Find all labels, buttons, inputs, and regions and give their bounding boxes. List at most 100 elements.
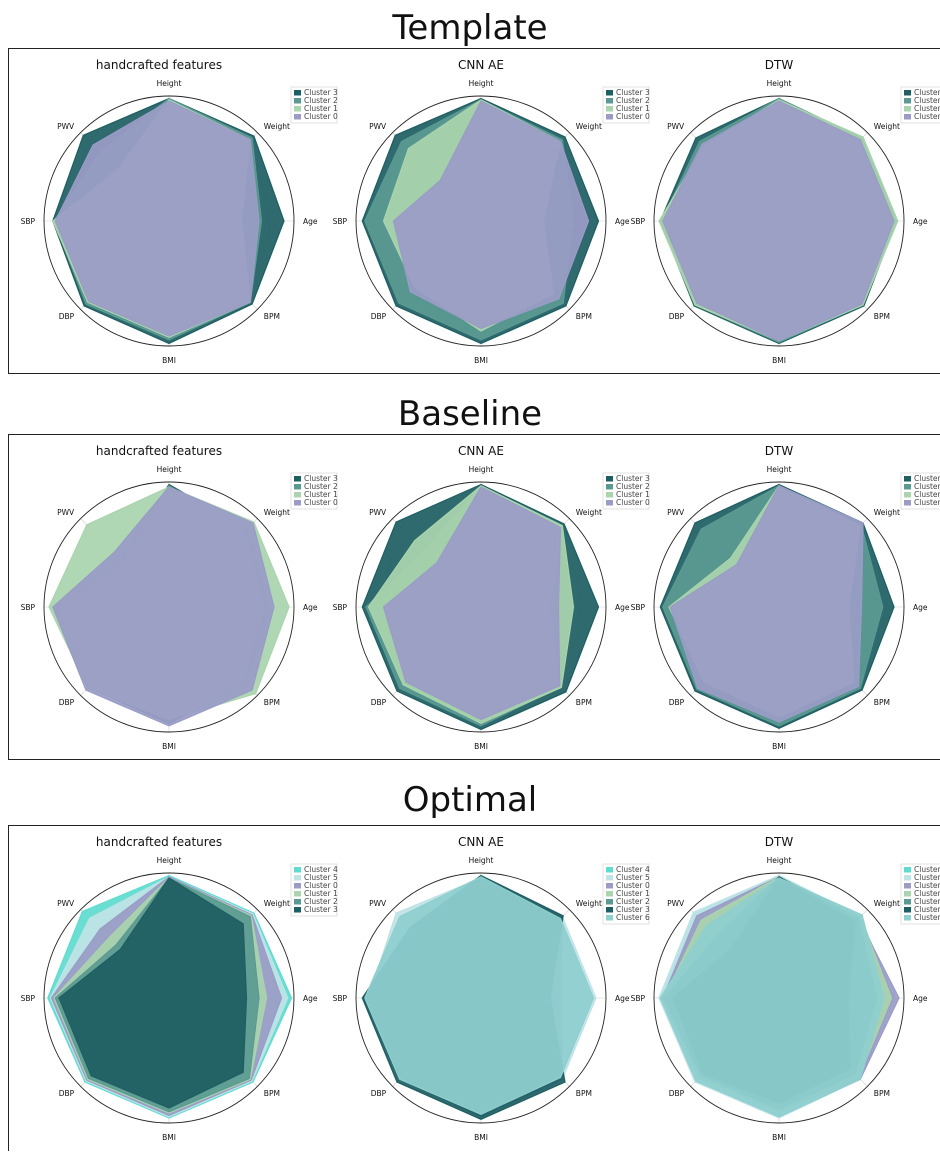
legend-label: Cluster 3 (304, 905, 338, 914)
axis-label-bpm: BPM (576, 698, 592, 707)
legend-swatch (606, 484, 613, 490)
legend-swatch (904, 484, 911, 490)
legend-swatch (294, 891, 301, 897)
legend-label: Cluster 6 (616, 913, 650, 922)
axis-label-pwv: PWV (667, 122, 685, 131)
axis-label-pwv: PWV (369, 508, 387, 517)
radar-series (48, 483, 290, 727)
axis-label-height: Height (767, 79, 792, 88)
chart-title: CNN AE (458, 444, 504, 458)
section-title-optimal: Optimal (402, 780, 538, 820)
legend-label: Cluster 3 (914, 474, 940, 483)
axis-label-bmi: BMI (772, 356, 786, 365)
radar-chart-baseline-2: DTW Height Weight Age BPM BMI DBP SBP PWV Cluster… (631, 444, 940, 751)
legend-swatch (294, 883, 301, 889)
legend-swatch (606, 891, 613, 897)
legend-label: Cluster 4 (616, 865, 650, 874)
legend-swatch (904, 907, 911, 913)
axis-label-age: Age (913, 603, 928, 612)
legend-label: Cluster 1 (914, 490, 940, 499)
axis-label-age: Age (615, 994, 630, 1003)
legend-label: Cluster 0 (616, 881, 650, 890)
legend-label: Cluster 2 (914, 96, 940, 105)
axis-label-weight: Weight (874, 122, 900, 131)
axis-label-height: Height (469, 79, 494, 88)
legend-swatch (904, 875, 911, 881)
legend-label: Cluster 1 (304, 889, 338, 898)
axis-label-sbp: SBP (631, 994, 646, 1003)
legend-label: Cluster 3 (304, 88, 338, 97)
axis-label-pwv: PWV (369, 122, 387, 131)
legend-label: Cluster 3 (616, 905, 650, 914)
legend-swatch (904, 106, 911, 112)
legend-label: Cluster 3 (914, 88, 940, 97)
legend-swatch (606, 476, 613, 482)
axis-label-sbp: SBP (631, 603, 646, 612)
radar-chart-template-2: DTW Height Weight Age BPM BMI DBP SBP PWV Cluster… (631, 58, 940, 365)
legend-swatch (294, 476, 301, 482)
legend-label: Cluster 2 (914, 482, 940, 491)
legend-swatch (294, 90, 301, 96)
legend-swatch (294, 500, 301, 506)
legend-swatch (606, 492, 613, 498)
section-title-template: Template (392, 8, 548, 48)
outer-ring (43, 95, 295, 347)
axis-label-height: Height (469, 856, 494, 865)
legend-swatch (606, 907, 613, 913)
axis-label-dbp: DBP (371, 1089, 387, 1098)
axis-label-age: Age (303, 603, 318, 612)
legend-label: Cluster 0 (914, 112, 940, 121)
axis-label-weight: Weight (874, 508, 900, 517)
legend-label: Cluster 0 (304, 498, 338, 507)
chart-title: handcrafted features (96, 835, 222, 849)
axis-label-bmi: BMI (474, 1133, 488, 1142)
legend-swatch (606, 98, 613, 104)
axis-label-height: Height (469, 465, 494, 474)
legend-swatch (606, 90, 613, 96)
chart-title: CNN AE (458, 58, 504, 72)
radar-chart-optimal-2: DTW Height Weight Age BPM BMI DBP SBP PWV Cluster… (631, 835, 940, 1142)
series-cluster-0 (669, 485, 864, 723)
radar-chart-optimal-0: handcrafted features Height Weight Age BPM BM… (21, 835, 338, 1142)
axis-label-bmi: BMI (162, 356, 176, 365)
axis-label-bmi: BMI (772, 742, 786, 751)
chart-title: DTW (765, 58, 794, 72)
legend-label: Cluster 2 (616, 482, 650, 491)
legend-swatch (904, 899, 911, 905)
radar-series (658, 874, 900, 1119)
series-cluster-0 (392, 100, 590, 330)
legend-swatch (294, 907, 301, 913)
axis-label-height: Height (767, 465, 792, 474)
legend-label: Cluster 1 (304, 104, 338, 113)
legend-label: Cluster 2 (304, 482, 338, 491)
legend-swatch (904, 891, 911, 897)
axis-label-dbp: DBP (371, 698, 387, 707)
legend-swatch (606, 867, 613, 873)
axis-label-dbp: DBP (59, 698, 75, 707)
legend-swatch (606, 114, 613, 120)
legend-label: Cluster 3 (616, 88, 650, 97)
legend-label: Cluster 2 (304, 96, 338, 105)
radar-series (659, 483, 895, 729)
axis-label-weight: Weight (264, 899, 290, 908)
axis-label-bmi: BMI (474, 356, 488, 365)
outer-ring (355, 95, 607, 347)
axis-label-bpm: BPM (264, 312, 280, 321)
legend-swatch (294, 492, 301, 498)
axis-label-sbp: SBP (21, 603, 36, 612)
axis-label-dbp: DBP (59, 312, 75, 321)
legend-swatch (904, 500, 911, 506)
legend-label: Cluster 2 (616, 897, 650, 906)
axis-label-sbp: SBP (333, 603, 348, 612)
legend-swatch (606, 500, 613, 506)
legend-swatch (294, 98, 301, 104)
axis-label-weight: Weight (264, 508, 290, 517)
axis-label-sbp: SBP (21, 217, 36, 226)
axis-label-bmi: BMI (474, 742, 488, 751)
axis-label-weight: Weight (576, 122, 602, 131)
axis-label-bmi: BMI (162, 742, 176, 751)
chart-title: handcrafted features (96, 58, 222, 72)
